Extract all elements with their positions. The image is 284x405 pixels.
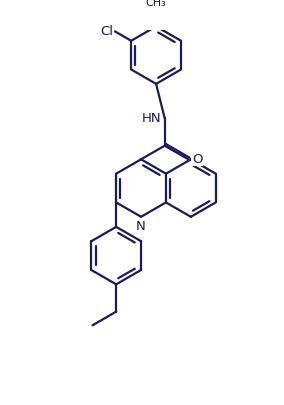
Text: Cl: Cl [101,25,114,38]
Text: CH₃: CH₃ [146,0,166,8]
Text: N: N [136,220,146,232]
Text: O: O [192,153,202,166]
Text: HN: HN [142,112,161,125]
